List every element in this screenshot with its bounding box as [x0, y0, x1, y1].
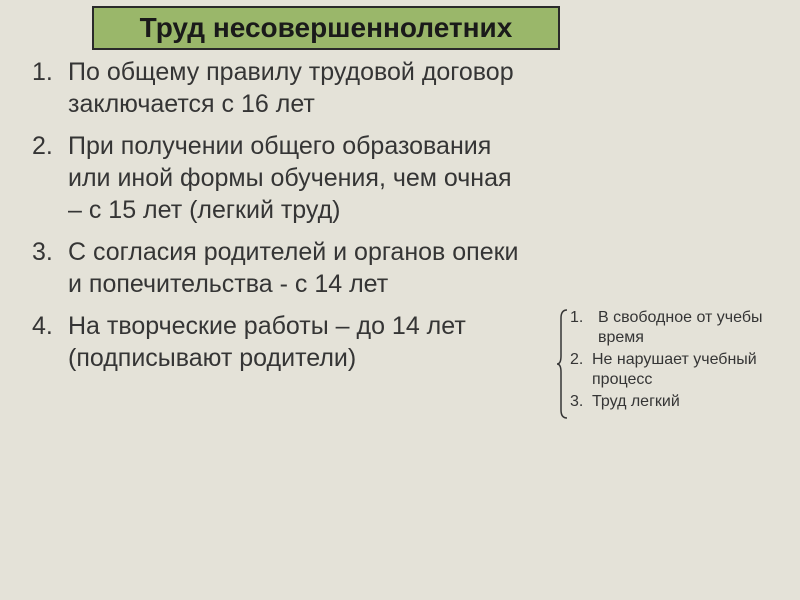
side-text: Труд легкий: [592, 393, 680, 410]
side-item: 1. В свободное от учебы время: [570, 308, 780, 348]
bracket-icon: [555, 308, 569, 420]
side-item: 3. Труд легкий: [570, 392, 780, 412]
side-num: 1.: [570, 308, 583, 328]
list-item: На творческие работы – до 14 лет (подпис…: [20, 310, 530, 374]
side-item: 2. Не нарушает учебный процесс: [570, 350, 780, 390]
side-num: 2.: [570, 350, 583, 370]
side-text: Не нарушает учебный процесс: [592, 351, 757, 388]
title-box: Труд несовершеннолетних: [92, 6, 560, 50]
page-title: Труд несовершеннолетних: [140, 12, 513, 44]
list-item: При получении общего образования или ино…: [20, 130, 530, 226]
list-item: С согласия родителей и органов опеки и п…: [20, 236, 530, 300]
side-num: 3.: [570, 392, 583, 412]
main-list: По общему правилу трудовой договор заклю…: [20, 56, 530, 384]
side-text: В свободное от учебы время: [598, 309, 763, 346]
list-item: По общему правилу трудовой договор заклю…: [20, 56, 530, 120]
side-list: 1. В свободное от учебы время 2. Не нару…: [570, 308, 780, 414]
